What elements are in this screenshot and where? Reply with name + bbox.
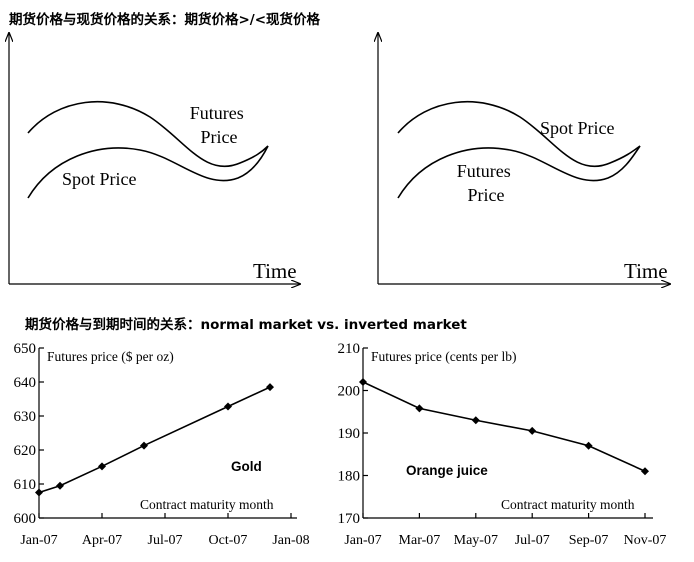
spot-curve — [27, 145, 269, 199]
x-tick-label: Oct-07 — [209, 533, 248, 548]
futures-curve — [397, 145, 641, 199]
y-tick-label: 640 — [14, 375, 37, 391]
y-tick-label: 200 — [338, 384, 361, 400]
y-tick-label: 650 — [14, 341, 37, 357]
y-tick-label: 630 — [14, 409, 37, 425]
y-axis-title: Futures price (cents per lb) — [371, 349, 516, 364]
top-heading: 期货价格与现货价格的关系：期货价格>/<现货价格 — [9, 12, 321, 28]
time-axis-label: Time — [253, 259, 297, 283]
time-axis-label: Time — [624, 259, 668, 283]
data-point-marker — [266, 383, 274, 392]
orange-juice-series-line — [362, 381, 646, 472]
data-point-marker — [415, 404, 424, 413]
spot-label: Spot Price — [62, 169, 137, 189]
concept-chart-spot-above: Spot Price Futures Price Time — [378, 33, 670, 284]
orange-juice-futures-chart: 170 180 190 200 210 Jan-07 Mar-07 May-07 Jul-07… — [338, 341, 667, 548]
x-tick-label: Nov-07 — [624, 533, 667, 548]
x-tick-label: Apr-07 — [82, 533, 122, 548]
data-point-marker — [584, 441, 593, 450]
y-tick-label: 210 — [338, 341, 361, 357]
concept-chart-futures-above: Futures Price Spot Price Time — [9, 33, 300, 284]
data-point-marker — [56, 481, 64, 490]
spot-label: Spot Price — [540, 118, 615, 138]
series-label: Gold — [231, 459, 262, 474]
data-point-marker — [224, 402, 232, 411]
x-tick-label: May-07 — [454, 533, 498, 548]
spot-curve — [397, 100, 641, 168]
data-point-marker — [471, 416, 480, 425]
x-tick-label: Jan-07 — [20, 533, 57, 548]
x-tick-label: Jul-07 — [515, 533, 550, 548]
data-point-marker — [359, 378, 367, 386]
futures-curve — [27, 100, 269, 168]
x-tick-label: Jan-08 — [272, 533, 309, 548]
x-axis-title: Contract maturity month — [140, 497, 274, 512]
gold-futures-chart: 600 610 620 630 640 650 Jan-07 Apr-07 Jul-07 Oct… — [14, 341, 310, 548]
x-tick-label: Sep-07 — [569, 533, 609, 548]
y-tick-label: 180 — [338, 469, 361, 485]
x-tick-label: Jan-07 — [344, 533, 381, 548]
series-label: Orange juice — [406, 463, 488, 478]
y-tick-label: 610 — [14, 477, 37, 493]
y-tick-label: 620 — [14, 443, 37, 459]
y-tick-label: 600 — [14, 511, 37, 527]
x-axis-title: Contract maturity month — [501, 497, 635, 512]
data-point-marker — [528, 426, 537, 435]
gold-series-line — [38, 386, 271, 494]
futures-label: Futures Price — [190, 103, 249, 147]
x-tick-label: Jul-07 — [148, 533, 183, 548]
data-point-marker — [35, 488, 43, 497]
data-point-marker — [140, 441, 148, 450]
y-tick-label: 190 — [338, 426, 361, 442]
y-tick-label: 170 — [338, 511, 361, 527]
data-point-marker — [641, 467, 649, 476]
x-tick-label: Mar-07 — [399, 533, 441, 548]
y-axis-title: Futures price ($ per oz) — [47, 349, 174, 364]
futures-label: Futures Price — [457, 161, 516, 205]
bottom-heading: 期货价格与到期时间的关系：normal market vs. inverted … — [25, 317, 467, 333]
data-point-marker — [98, 462, 106, 471]
